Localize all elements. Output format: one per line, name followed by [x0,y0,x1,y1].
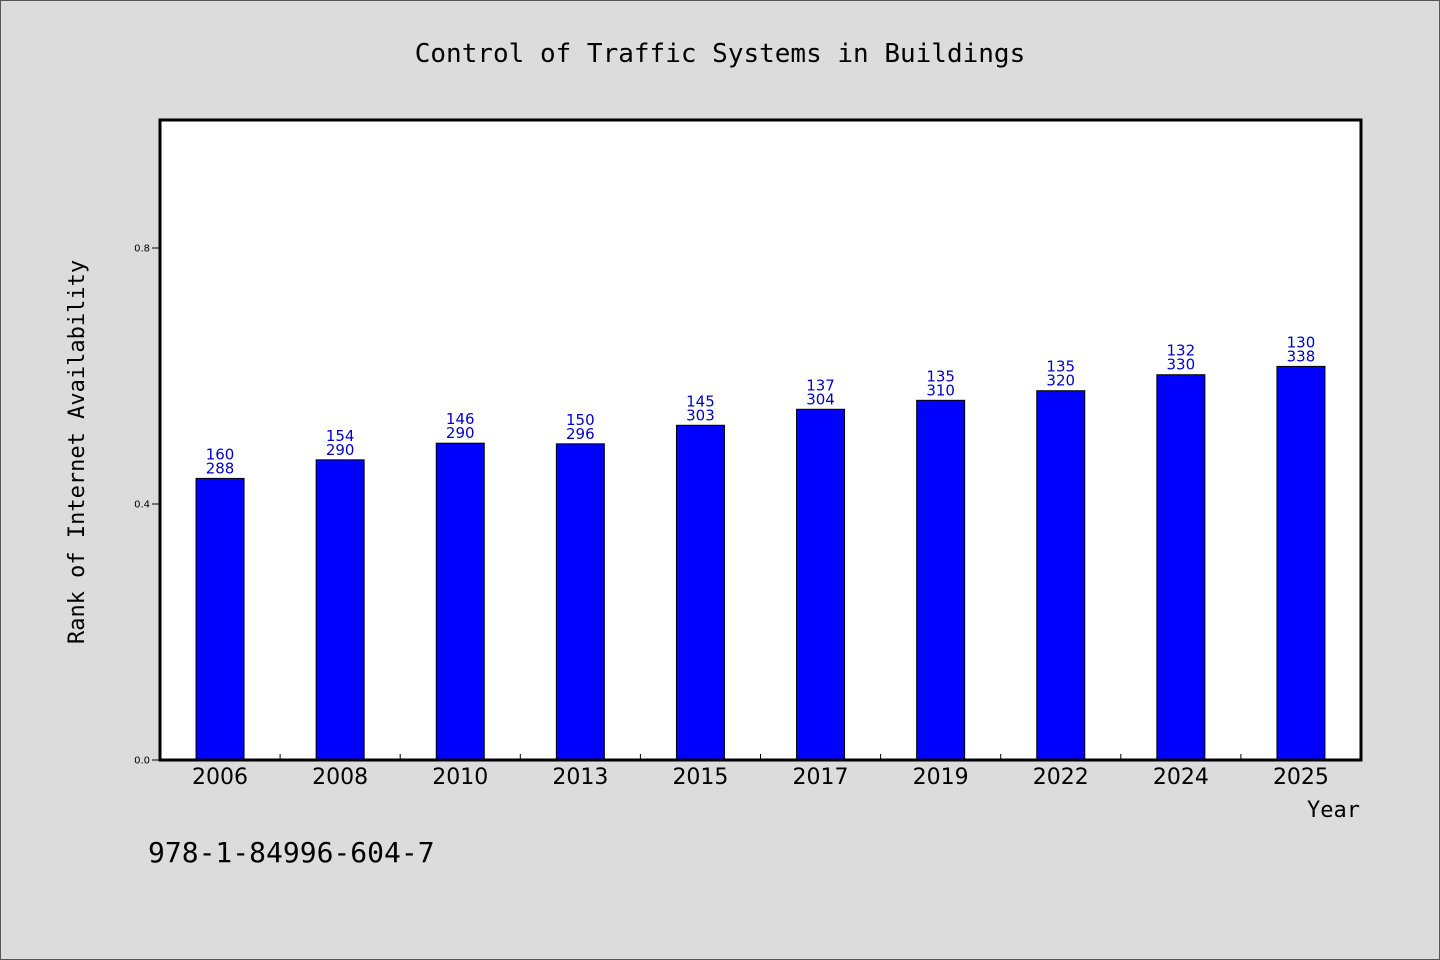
x-tick-label-2017: 2017 [793,765,849,790]
bar-2017 [796,408,846,761]
data-label-bottom-2019: 310 [926,381,955,399]
data-label-bottom-2013: 296 [566,425,595,443]
x-axis-ticks: 2006 2008 2010 2013 2015 2017 2019 2022 2024 2025 [192,754,1329,790]
bar-2025 [1276,365,1326,761]
data-label-bottom-2022: 320 [1046,372,1075,390]
data-label-bottom-2008: 290 [326,441,355,459]
bar-2008 [315,459,365,761]
bar-2015 [675,424,725,761]
data-label-top-2024: 132 [1167,342,1196,360]
data-label-top-2006: 160 [206,445,235,463]
data-label-top-2025: 130 [1287,333,1316,351]
plot-border [158,118,1363,762]
bar-2022 [1036,390,1086,761]
y-tick-label-0.0: 0.0 [134,756,150,767]
data-label-top-2017: 137 [806,376,835,394]
x-tick-label-2006: 2006 [192,765,248,790]
x-tick-label-2010: 2010 [432,765,488,790]
data-label-top-2010: 146 [446,410,475,428]
bar-2010 [435,442,485,761]
isbn-text: 978-1-84996-604-7 [148,836,435,869]
data-label-bottom-2017: 304 [806,390,835,408]
data-label-top-2022: 135 [1046,358,1075,376]
data-label-bottom-2024: 330 [1167,356,1196,374]
data-label-top-2015: 145 [686,392,715,410]
x-tick-label-2015: 2015 [672,765,728,790]
y-axis-label: Rank of Internet Availability [65,260,90,644]
data-label-bottom-2015: 303 [686,406,715,424]
x-axis-label: Year [1307,798,1360,823]
bar-2013 [555,443,605,761]
bars-group [195,365,1326,761]
bar-2019 [916,399,966,761]
chart-title: Control of Traffic Systems in Buildings [415,39,1025,69]
data-label-bottom-2010: 290 [446,424,475,442]
bar-2006 [195,477,245,761]
x-tick-label-2008: 2008 [312,765,368,790]
data-labels-group: 1602881542901462901502961453031373041353… [206,333,1316,477]
x-tick-label-2022: 2022 [1033,765,1089,790]
data-label-bottom-2006: 288 [206,459,235,477]
x-tick-label-2024: 2024 [1153,765,1209,790]
y-tick-label-0.4: 0.4 [134,500,150,511]
y-tick-label-0.8: 0.8 [134,244,150,255]
x-tick-label-2025: 2025 [1273,765,1329,790]
data-label-bottom-2025: 338 [1287,347,1316,365]
data-label-top-2013: 150 [566,411,595,429]
x-tick-label-2019: 2019 [913,765,969,790]
bar-2024 [1156,374,1206,761]
y-axis-ticks: 0.0 0.4 0.8 [134,244,160,767]
x-tick-label-2013: 2013 [552,765,608,790]
data-label-top-2019: 135 [926,367,955,385]
data-label-top-2008: 154 [326,427,355,445]
